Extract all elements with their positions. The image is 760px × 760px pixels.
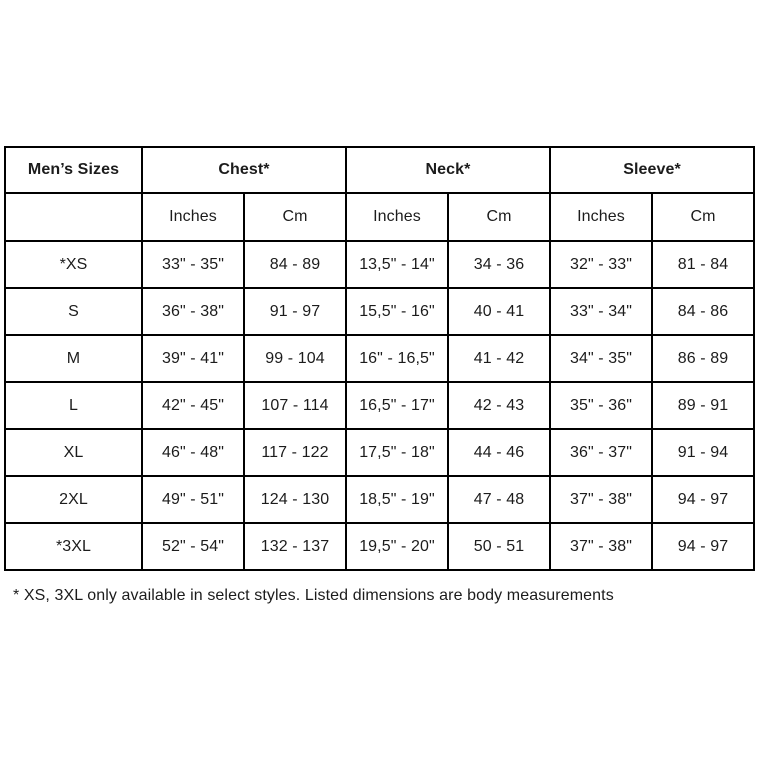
table-row-m: M 39" - 41" 99 - 104 16" - 16,5" 41 - 42… [4, 334, 756, 383]
sleeve-cm-cell: 86 - 89 [651, 334, 756, 383]
size-cell: 2XL [4, 475, 143, 524]
size-cell: M [4, 334, 143, 383]
neck-inches-cell: 16" - 16,5" [345, 334, 449, 383]
table-row-xl: XL 46" - 48" 117 - 122 17,5" - 18" 44 - … [4, 428, 756, 477]
neck-inches-cell: 15,5" - 16" [345, 287, 449, 336]
size-cell: *XS [4, 240, 143, 289]
neck-inches-cell: 18,5" - 19" [345, 475, 449, 524]
empty-header-cell [4, 192, 143, 242]
neck-inches-cell: 19,5" - 20" [345, 522, 449, 571]
chest-cm-cell: 99 - 104 [243, 334, 347, 383]
table-row-2xl: 2XL 49" - 51" 124 - 130 18,5" - 19" 47 -… [4, 475, 756, 524]
sleeve-inches-header: Inches [549, 192, 654, 242]
footnote: * XS, 3XL only available in select style… [13, 587, 614, 604]
chest-inches-cell: 42" - 45" [141, 381, 245, 430]
chest-inches-cell: 49" - 51" [141, 475, 245, 524]
sleeve-cm-cell: 94 - 97 [651, 522, 756, 571]
sleeve-inches-cell: 34" - 35" [549, 334, 654, 383]
chest-cm-cell: 84 - 89 [243, 240, 347, 289]
neck-cm-cell: 47 - 48 [446, 475, 552, 524]
sleeve-inches-cell: 33" - 34" [549, 287, 654, 336]
neck-cm-header: Cm [446, 192, 552, 242]
chest-inches-cell: 33" - 35" [141, 240, 245, 289]
size-cell: *3XL [4, 522, 143, 571]
sleeve-inches-cell: 37" - 38" [549, 475, 654, 524]
chest-inches-header: Inches [141, 192, 245, 242]
chest-cm-cell: 91 - 97 [243, 287, 347, 336]
sleeve-inches-cell: 37" - 38" [549, 522, 654, 571]
unit-header-row: Inches Cm Inches Cm Inches Cm [4, 192, 756, 242]
table-row-s: S 36" - 38" 91 - 97 15,5" - 16" 40 - 41 … [4, 287, 756, 336]
chest-cm-cell: 107 - 114 [243, 381, 347, 430]
neck-group-header: Neck* [344, 146, 552, 194]
table-row-xs: *XS 33" - 35" 84 - 89 13,5" - 14" 34 - 3… [4, 240, 756, 289]
chest-cm-cell: 124 - 130 [243, 475, 347, 524]
neck-cm-cell: 50 - 51 [446, 522, 552, 571]
sleeve-cm-cell: 81 - 84 [651, 240, 756, 289]
sleeve-group-header: Sleeve* [549, 146, 756, 194]
neck-inches-cell: 17,5" - 18" [345, 428, 449, 477]
neck-inches-cell: 13,5" - 14" [345, 240, 449, 289]
neck-cm-cell: 42 - 43 [446, 381, 552, 430]
neck-cm-cell: 40 - 41 [446, 287, 552, 336]
size-cell: L [4, 381, 143, 430]
mens-size-chart-table: Men’s Sizes Chest* Neck* Sleeve* Inches … [4, 146, 756, 571]
size-cell: S [4, 287, 143, 336]
chest-inches-cell: 52" - 54" [141, 522, 245, 571]
sleeve-cm-cell: 94 - 97 [651, 475, 756, 524]
table-row-l: L 42" - 45" 107 - 114 16,5" - 17" 42 - 4… [4, 381, 756, 430]
table-row-3xl: *3XL 52" - 54" 132 - 137 19,5" - 20" 50 … [4, 522, 756, 571]
chest-inches-cell: 46" - 48" [141, 428, 245, 477]
sleeve-inches-cell: 35" - 36" [549, 381, 654, 430]
group-header-row: Men’s Sizes Chest* Neck* Sleeve* [4, 146, 756, 194]
sleeve-cm-cell: 91 - 94 [651, 428, 756, 477]
sleeve-inches-cell: 36" - 37" [549, 428, 654, 477]
chest-cm-cell: 117 - 122 [243, 428, 347, 477]
neck-cm-cell: 34 - 36 [446, 240, 552, 289]
sleeve-inches-cell: 32" - 33" [549, 240, 654, 289]
neck-cm-cell: 41 - 42 [446, 334, 552, 383]
neck-cm-cell: 44 - 46 [446, 428, 552, 477]
chest-inches-cell: 39" - 41" [141, 334, 245, 383]
neck-inches-header: Inches [345, 192, 449, 242]
chest-cm-cell: 132 - 137 [243, 522, 347, 571]
sleeve-cm-cell: 89 - 91 [651, 381, 756, 430]
chest-cm-header: Cm [243, 192, 347, 242]
size-column-header: Men’s Sizes [4, 146, 143, 194]
chest-group-header: Chest* [141, 146, 347, 194]
sleeve-cm-header: Cm [651, 192, 756, 242]
neck-inches-cell: 16,5" - 17" [345, 381, 449, 430]
chest-inches-cell: 36" - 38" [141, 287, 245, 336]
size-cell: XL [4, 428, 143, 477]
sleeve-cm-cell: 84 - 86 [651, 287, 756, 336]
